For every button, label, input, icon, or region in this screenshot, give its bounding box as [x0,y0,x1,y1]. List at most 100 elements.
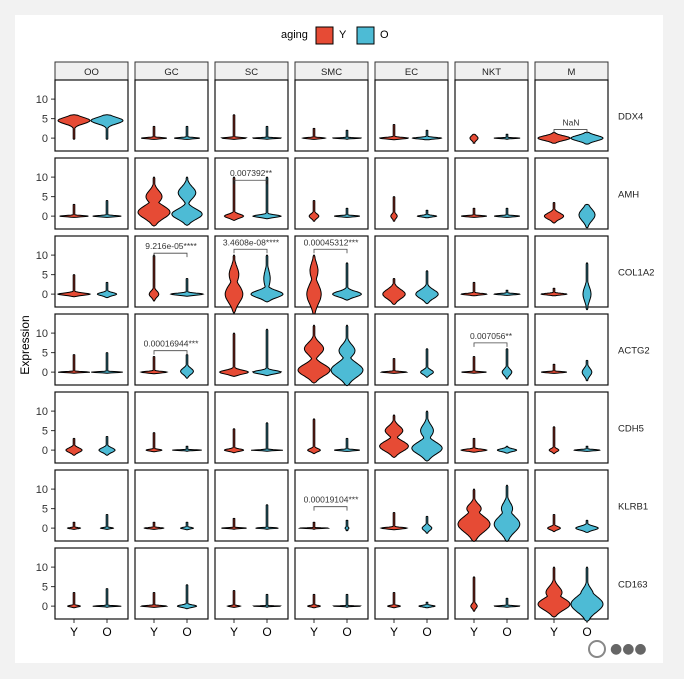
x-tick-label: Y [70,625,78,639]
violin-DDX4-SC-O [252,125,282,140]
violin-CD163-NKT-Y [470,576,478,612]
violin-KLRB1-EC-Y [379,512,409,531]
violin-ACTG2-OO-Y [58,354,90,374]
violin-CDH5-EC-O [411,410,443,462]
violin-DDX4-SMC-Y [301,127,327,140]
violin-AMH-NKT-Y [461,207,487,218]
significance-bracket [553,129,588,134]
x-tick-label: O [342,625,351,639]
panel-ACTG2-M [534,313,609,386]
panel-DDX4-OO [54,79,129,152]
violin-COL1A2-NKT-Y [460,281,488,297]
y-tick-label: 5 [42,114,48,126]
violin-AMH-GC-Y [137,176,171,227]
wechat-logo-icon [588,640,606,658]
panel-CD163-SC [214,547,289,620]
strip-label-SMC: SMC [321,67,342,78]
violin-KLRB1-M-Y [547,514,561,533]
panel-DDX4-GC [134,79,209,152]
violin-ACTG2-EC-Y [379,358,409,374]
violin-CD163-GC-Y [139,592,169,608]
x-tick-label: Y [150,625,158,639]
violin-CDH5-GC-Y [145,432,163,453]
violin-ACTG2-SMC-Y [297,324,331,384]
violin-AMH-SMC-Y [308,200,320,222]
panel-CDH5-OO [54,391,129,464]
panel-CD163-GC [134,547,209,620]
panel-AMH-SMC [294,157,369,230]
y-tick-label: 0 [42,289,48,301]
significance-bracket [153,252,188,258]
y-tick-label: 10 [36,406,48,418]
violin-AMH-SMC-O [334,207,360,218]
violin-ACTG2-OO-O [91,352,123,374]
violin-COL1A2-EC-O [415,270,439,305]
strip-label-EC: EC [405,67,418,78]
violin-CDH5-SC-Y [223,428,245,454]
panel-KLRB1-OO [54,469,129,542]
violin-COL1A2-SC-Y [224,254,244,314]
y-tick-label: 10 [36,250,48,262]
row-label-CDH5: CDH5 [618,424,644,435]
violin-CD163-OO-Y [67,592,81,609]
violin-ACTG2-M-O [581,359,593,382]
violin-COL1A2-OO-O [96,281,118,299]
x-tick-label: Y [310,625,318,639]
panel-DDX4-SMC [294,79,369,152]
violin-KLRB1-SC-Y [221,517,247,530]
violin-KLRB1-EC-O [421,515,433,534]
row-label-DDX4: DDX4 [618,112,643,123]
violin-CDH5-NKT-Y [460,437,488,453]
y-tick-label: 0 [42,367,48,379]
violin-CD163-EC-O [418,601,436,609]
y-tick-label: 10 [36,328,48,340]
violin-CDH5-SC-O [251,422,283,452]
violin-AMH-EC-O [416,209,438,219]
y-tick-label: 0 [42,601,48,613]
violin-ACTG2-NKT-O [501,348,513,380]
panel-KLRB1-GC [134,469,209,542]
violin-DDX4-EC-Y [378,124,410,141]
violin-ACTG2-SC-Y [218,332,250,377]
p-value-label: 0.007056** [470,331,513,341]
violin-AMH-GC-O [171,176,203,226]
panel-ACTG2-NKT [454,313,529,386]
violin-KLRB1-OO-Y [66,521,82,530]
violin-AMH-M-O [578,203,596,229]
violin-DDX4-NKT-Y [469,133,479,144]
row-label-CD163: CD163 [618,580,648,591]
violin-CDH5-GC-O [172,445,202,452]
y-tick-label: 10 [36,562,48,574]
violin-COL1A2-M-Y [540,287,568,297]
panel-KLRB1-SC [214,469,289,542]
significance-bracket [313,248,348,254]
panel-KLRB1-EC [374,469,449,542]
violin-CDH5-M-O [573,445,601,452]
p-value-label: 0.00019104*** [304,495,360,505]
legend-swatch-o [356,26,375,45]
panel-CD163-SMC [294,547,369,620]
row-label-COL1A2: COL1A2 [618,268,654,279]
violin-CD163-SMC-Y [307,593,321,609]
y-tick-label: 5 [42,270,48,282]
violin-CDH5-OO-Y [65,437,83,456]
y-tick-label: 5 [42,504,48,516]
violin-COL1A2-EC-Y [382,278,406,305]
panel-CD163-OO [54,547,129,620]
strip-label-M: M [568,67,576,78]
x-tick-label: O [502,625,511,639]
strip-label-NKT: NKT [482,67,501,78]
violin-KLRB1-SMC-O [344,519,350,532]
panel-DDX4-EC [374,79,449,152]
panel-ACTG2-EC [374,313,449,386]
violin-CD163-SMC-O [332,593,362,608]
panel-AMH-EC [374,157,449,230]
x-tick-label: Y [470,625,478,639]
violin-KLRB1-GC-O [179,521,195,531]
violin-COL1A2-GC-O [169,278,205,297]
violin-COL1A2-M-O [582,262,592,311]
panel-AMH-NKT [454,157,529,230]
x-tick-label: Y [390,625,398,639]
p-value-label: 9.216e-05**** [145,241,197,251]
violin-CD163-SC-O [252,593,282,608]
